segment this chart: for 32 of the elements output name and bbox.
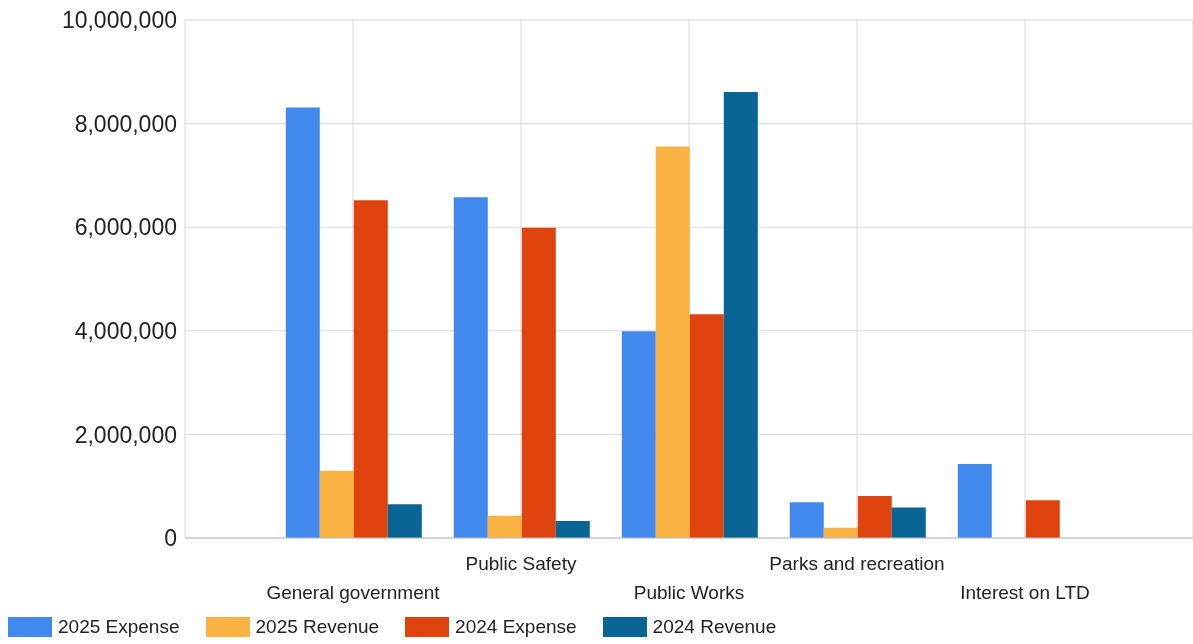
x-tick-label: General government: [266, 582, 441, 603]
bar: [487, 515, 522, 538]
y-tick-label: 6,000,000: [74, 214, 177, 241]
bar: [789, 502, 824, 538]
bar: [689, 314, 724, 538]
y-tick-label: 10,000,000: [61, 7, 177, 34]
x-tick-label: Public Works: [633, 582, 745, 603]
y-tick-label: 4,000,000: [74, 317, 177, 344]
bar: [957, 463, 992, 538]
x-tick-label: Parks and recreation: [769, 553, 945, 574]
bar: [1025, 500, 1060, 538]
bar: [353, 200, 388, 538]
x-tick-label: Public Safety: [465, 553, 577, 574]
legend-label: 2024 Expense: [455, 616, 577, 638]
y-tick-label: 8,000,000: [74, 110, 177, 137]
bar: [285, 107, 320, 538]
bar: [521, 227, 556, 538]
bar: [621, 331, 656, 538]
x-tick-label: Interest on LTD: [960, 582, 1090, 603]
y-tick-label: 0: [164, 525, 177, 552]
y-tick-label: 2,000,000: [74, 421, 177, 448]
bar: [891, 507, 926, 538]
bar: [387, 504, 422, 538]
bar: [453, 197, 488, 538]
bar: [857, 496, 892, 538]
bar: [555, 520, 590, 538]
legend-label: 2025 Revenue: [255, 616, 380, 638]
legend-label: 2024 Revenue: [652, 616, 777, 638]
bar: [319, 470, 354, 538]
bar: [655, 146, 690, 538]
bar: [723, 92, 758, 538]
legend-label: 2025 Expense: [58, 616, 180, 638]
